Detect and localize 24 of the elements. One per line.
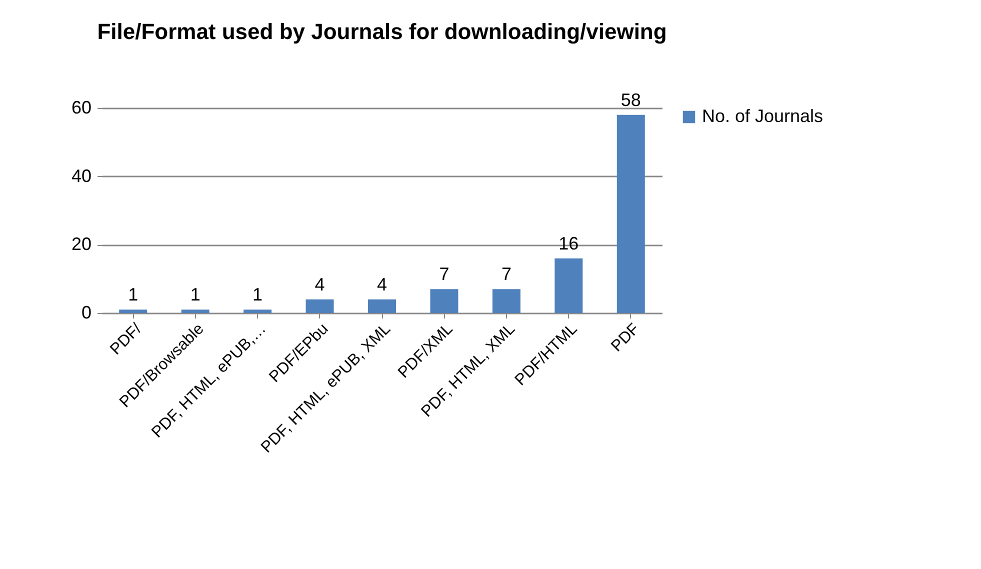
data-label: 1 [252,284,263,305]
data-label: 1 [128,284,138,305]
y-tick-label: 40 [71,166,92,186]
bar [119,310,148,313]
bar [430,289,458,313]
bar [554,258,583,313]
data-label: 4 [376,274,388,294]
data-label: 7 [501,264,512,284]
y-tick-label: 60 [71,98,92,118]
bar [368,299,396,313]
bar [181,310,210,313]
bar [616,114,645,313]
data-label: 1 [190,284,200,305]
data-label: 58 [620,90,641,110]
data-label: 7 [439,264,450,284]
bar [306,299,334,313]
bar [244,310,272,313]
legend-label: No. of Journals [702,106,824,126]
data-label: 16 [558,233,579,254]
y-tick-label: 0 [81,302,92,322]
chart-title: File/Format used by Journals for downloading/viewing [97,18,667,44]
y-tick-label: 20 [71,234,92,254]
data-label: 4 [314,274,325,294]
bar [492,289,520,313]
